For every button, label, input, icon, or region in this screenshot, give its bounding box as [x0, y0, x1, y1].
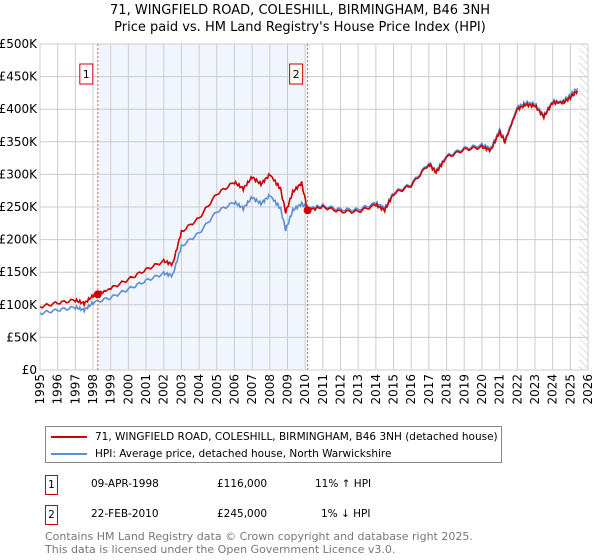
x-tick-label: 2021: [493, 374, 507, 405]
x-tick-label: 2024: [546, 374, 560, 405]
legend-swatch-blue: [51, 453, 87, 455]
transaction-hpi: 1% ↓ HPI: [321, 508, 371, 520]
x-tick-label: 2002: [157, 374, 171, 405]
transaction-date: 09-APR-1998: [91, 478, 159, 490]
x-tick-label: 1998: [86, 374, 100, 405]
x-tick-label: 2019: [457, 374, 471, 405]
sale-label-box: [289, 63, 304, 85]
price-chart: 1 2 £0 £50K £100K £150K £200K £250K £300K £350K £4…: [0, 37, 595, 405]
transaction-hpi: 11% ↑ HPI: [315, 478, 372, 490]
sale-point: [303, 206, 312, 215]
transaction-badge: 2: [45, 505, 58, 525]
x-tick-label: 2016: [404, 374, 418, 405]
x-tick-label: 2009: [280, 374, 294, 405]
x-tick-label: 2013: [351, 374, 365, 405]
y-tick-label: £500K: [0, 37, 38, 51]
x-tick-label: 2004: [192, 374, 206, 405]
x-tick-label: 2014: [369, 374, 383, 405]
y-tick-label: £250K: [0, 200, 38, 214]
y-tick-label: £0: [22, 363, 37, 377]
chart-title: 71, WINGFIELD ROAD, COLESHILL, BIRMINGHA…: [110, 3, 490, 18]
x-tick-label: 2006: [227, 374, 241, 405]
transaction-badge: 1: [45, 475, 58, 495]
footer: Contains HM Land Registry data © Crown c…: [45, 530, 473, 556]
x-tick-label: 2020: [475, 374, 489, 405]
legend-label: 71, WINGFIELD ROAD, COLESHILL, BIRMINGHA…: [95, 431, 498, 443]
x-tick-label: 2005: [210, 374, 224, 405]
sale-label: 2: [293, 68, 300, 81]
y-tick-label: £450K: [0, 70, 38, 84]
x-tick-label: 1997: [68, 374, 82, 405]
footer-copyright: Contains HM Land Registry data © Crown c…: [45, 530, 473, 543]
x-tick-label: 2003: [174, 374, 188, 405]
y-tick-label: £50K: [6, 330, 38, 344]
y-tick-label: £150K: [0, 265, 38, 279]
x-tick-label: 2025: [563, 374, 577, 405]
transaction-date: 22-FEB-2010: [91, 508, 159, 520]
x-tick-label: 1995: [33, 374, 47, 405]
sale-label: 1: [83, 68, 90, 81]
x-tick-label: 1996: [51, 374, 65, 405]
transaction-price: £116,000: [217, 478, 268, 490]
x-tick-label: 2018: [440, 374, 454, 405]
sale-point: [93, 290, 102, 299]
y-tick-label: £200K: [0, 233, 38, 247]
transaction-price: £245,000: [217, 508, 268, 520]
x-tick-label: 2001: [139, 374, 153, 405]
y-tick-label: £350K: [0, 135, 38, 149]
legend-item-property: 71, WINGFIELD ROAD, COLESHILL, BIRMINGHA…: [51, 430, 498, 444]
transaction-row: 1 09-APR-1998 £116,000 11% ↑ HPI: [45, 475, 445, 495]
x-tick-label: 2000: [121, 374, 135, 405]
plot-border: [39, 43, 589, 371]
x-tick-label: 2008: [263, 374, 277, 405]
chart-legend: 71, WINGFIELD ROAD, COLESHILL, BIRMINGHA…: [45, 426, 502, 463]
sale-label-box: [79, 63, 94, 85]
chart-subtitle: Price paid vs. HM Land Registry's House …: [114, 20, 486, 35]
x-tick-label: 2007: [245, 374, 259, 405]
y-tick-label: £100K: [0, 298, 38, 312]
legend-label: HPI: Average price, detached house, Nort…: [95, 448, 392, 460]
legend-swatch-red: [51, 436, 87, 438]
footer-license: This data is licensed under the Open Gov…: [45, 543, 396, 556]
x-tick-label: 2026: [581, 374, 595, 405]
transaction-row: 2 22-FEB-2010 £245,000 1% ↓ HPI: [45, 505, 445, 525]
x-tick-label: 1999: [104, 374, 118, 405]
y-tick-label: £400K: [0, 102, 38, 116]
x-tick-label: 2012: [334, 374, 348, 405]
x-tick-label: 2022: [510, 374, 524, 405]
x-tick-label: 2017: [422, 374, 436, 405]
x-tick-label: 2023: [528, 374, 542, 405]
x-tick-label: 2011: [316, 374, 330, 405]
y-tick-label: £300K: [0, 167, 38, 181]
legend-item-hpi: HPI: Average price, detached house, Nort…: [51, 447, 498, 461]
x-tick-label: 2010: [298, 374, 312, 405]
x-tick-label: 2015: [387, 374, 401, 405]
